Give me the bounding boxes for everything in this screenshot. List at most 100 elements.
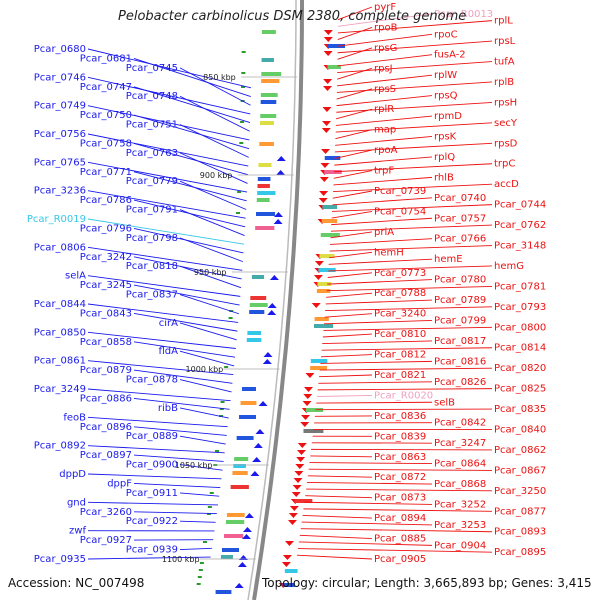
gene-label[interactable]: Pcar_0810 xyxy=(374,329,426,340)
gene-label[interactable]: Pcar_0756 xyxy=(34,129,86,140)
gene-label[interactable]: Pcar_0863 xyxy=(374,452,426,463)
gene-label[interactable]: Pcar_0806 xyxy=(34,242,86,253)
gene-label[interactable]: Pcar_0864 xyxy=(434,459,486,470)
gene-label[interactable]: Pcar_0816 xyxy=(434,356,486,367)
gene-label[interactable]: Pcar_0850 xyxy=(34,327,86,338)
gene-label[interactable]: Pcar_0800 xyxy=(494,322,546,333)
gene-label[interactable]: Pcar_0812 xyxy=(374,350,426,361)
gene-label[interactable]: Pcar_0862 xyxy=(494,445,546,456)
gene-label[interactable]: Pcar_0896 xyxy=(80,422,132,433)
gene-label[interactable]: Pcar_0780 xyxy=(434,275,486,286)
gene-label[interactable]: Pcar_0749 xyxy=(34,101,86,112)
gene-label[interactable]: trpC xyxy=(494,159,515,170)
gene-label[interactable]: Pcar_0796 xyxy=(80,223,132,234)
gene-label[interactable]: Pcar_0843 xyxy=(80,308,132,319)
gene-label[interactable]: Pcar_3253 xyxy=(434,520,486,531)
gene-label[interactable]: Pcar_0786 xyxy=(80,195,132,206)
gene-label[interactable]: rpsD xyxy=(494,138,518,149)
gene-label[interactable]: Pcar_0900 xyxy=(126,460,178,471)
gene-label[interactable]: fldA xyxy=(159,346,179,357)
gene-label[interactable]: Pcar_0748 xyxy=(126,91,178,102)
gene-label[interactable]: Pcar_0922 xyxy=(126,516,178,527)
gene-label[interactable]: Pcar_0893 xyxy=(494,527,546,538)
gene-label[interactable]: Pcar_3245 xyxy=(80,280,132,291)
gene-label[interactable]: rpsJ xyxy=(374,63,393,74)
gene-label[interactable]: rpoB xyxy=(374,22,398,33)
gene-label[interactable]: rpsK xyxy=(434,131,457,142)
gene-label[interactable]: Pcar_0765 xyxy=(34,157,86,168)
gene-label[interactable]: selB xyxy=(434,397,455,408)
gene-label[interactable]: Pcar_0750 xyxy=(80,110,132,121)
gene-label[interactable]: Pcar_3260 xyxy=(80,507,132,518)
gene-label[interactable]: Pcar_0839 xyxy=(374,431,426,442)
gene-label[interactable]: Pcar_0799 xyxy=(434,315,486,326)
gene-label[interactable]: rpsQ xyxy=(434,91,458,102)
gene-label[interactable]: Pcar_0835 xyxy=(494,404,546,415)
gene-label[interactable]: rplL xyxy=(494,16,513,27)
gene-label[interactable]: Pcar_0911 xyxy=(126,488,178,499)
gene-label[interactable]: Pcar_3249 xyxy=(34,384,86,395)
gene-label[interactable]: Pcar_0842 xyxy=(434,418,486,429)
gene-label[interactable]: Pcar_0836 xyxy=(374,411,426,422)
gene-label[interactable]: Pcar_0939 xyxy=(126,545,178,556)
gene-label[interactable]: Pcar_0904 xyxy=(434,540,486,551)
gene-label[interactable]: Pcar_0744 xyxy=(494,200,546,211)
gene-label[interactable]: Pcar_3252 xyxy=(434,499,486,510)
gene-label[interactable]: Pcar_0878 xyxy=(126,375,178,386)
gene-label[interactable]: Pcar_0867 xyxy=(494,465,546,476)
gene-label[interactable]: Pcar_0825 xyxy=(494,384,546,395)
gene-label[interactable]: Pcar_0754 xyxy=(374,206,426,217)
gene-label[interactable]: rplQ xyxy=(434,152,455,163)
gene-label[interactable]: Pcar_R0020 xyxy=(374,390,433,401)
gene-label[interactable]: rpsL xyxy=(494,36,516,47)
gene-label[interactable]: tufA xyxy=(494,57,515,68)
gene-label[interactable]: Pcar_3250 xyxy=(494,486,546,497)
gene-label[interactable]: Pcar_0779 xyxy=(126,176,178,187)
gene-label[interactable]: Pcar_0861 xyxy=(34,356,86,367)
gene-label[interactable]: Pcar_0766 xyxy=(434,234,486,245)
gene-label[interactable]: Pcar_0818 xyxy=(126,261,178,272)
gene-label[interactable]: rplW xyxy=(434,70,457,81)
gene-label[interactable]: Pcar_0814 xyxy=(494,343,546,354)
gene-label[interactable]: Pcar_0935 xyxy=(34,554,86,565)
gene-label[interactable]: rpsS xyxy=(374,84,396,95)
gene-label[interactable]: rpsH xyxy=(494,97,517,108)
gene-label[interactable]: Pcar_0788 xyxy=(374,288,426,299)
gene-label[interactable]: Pcar_0773 xyxy=(374,268,426,279)
gene-label[interactable]: Pcar_0798 xyxy=(126,233,178,244)
gene-label[interactable]: fusA-2 xyxy=(434,50,466,61)
gene-label[interactable]: Pcar_3236 xyxy=(34,186,86,197)
gene-label[interactable]: Pcar_0680 xyxy=(34,44,86,55)
gene-label[interactable]: Pcar_0821 xyxy=(374,370,426,381)
gene-label[interactable]: Pcar_0873 xyxy=(374,493,426,504)
gene-label[interactable]: Pcar_0757 xyxy=(434,213,486,224)
gene-label[interactable]: Pcar_0892 xyxy=(34,441,86,452)
gene-label[interactable]: Pcar_0747 xyxy=(80,82,132,93)
gene-label[interactable]: Pcar_0758 xyxy=(80,138,132,149)
gene-label[interactable]: Pcar_0895 xyxy=(494,547,546,558)
gene-label[interactable]: Pcar_R0019 xyxy=(27,214,86,225)
gene-label[interactable]: Pcar_0927 xyxy=(80,535,132,546)
gene-label[interactable]: accD xyxy=(494,179,519,190)
gene-label[interactable]: Pcar_0751 xyxy=(126,120,178,131)
gene-label[interactable]: Pcar_0793 xyxy=(494,302,546,313)
gene-label[interactable]: Pcar_0894 xyxy=(374,513,426,524)
gene-label[interactable]: Pcar_0739 xyxy=(374,186,426,197)
gene-label[interactable]: hemG xyxy=(494,261,524,272)
gene-label[interactable]: trpF xyxy=(374,166,394,177)
gene-label[interactable]: Pcar_0762 xyxy=(494,220,546,231)
gene-label[interactable]: rpsG xyxy=(374,43,397,54)
gene-label[interactable]: Pcar_0840 xyxy=(494,425,546,436)
gene-label[interactable]: ribB xyxy=(158,403,178,414)
gene-label[interactable]: Pcar_0817 xyxy=(434,336,486,347)
gene-label[interactable]: priA xyxy=(374,227,394,238)
gene-label[interactable]: Pcar_0826 xyxy=(434,377,486,388)
gene-label[interactable]: Pcar_0897 xyxy=(80,450,132,461)
gene-label[interactable]: Pcar_0763 xyxy=(126,148,178,159)
gene-label[interactable]: Pcar_0740 xyxy=(434,193,486,204)
gene-label[interactable]: Pcar_0820 xyxy=(494,363,546,374)
gene-label[interactable]: hemE xyxy=(434,254,463,265)
gene-label[interactable]: Pcar_0745 xyxy=(126,63,178,74)
gene-label[interactable]: Pcar_0877 xyxy=(494,506,546,517)
gene-label[interactable]: Pcar_0858 xyxy=(80,337,132,348)
